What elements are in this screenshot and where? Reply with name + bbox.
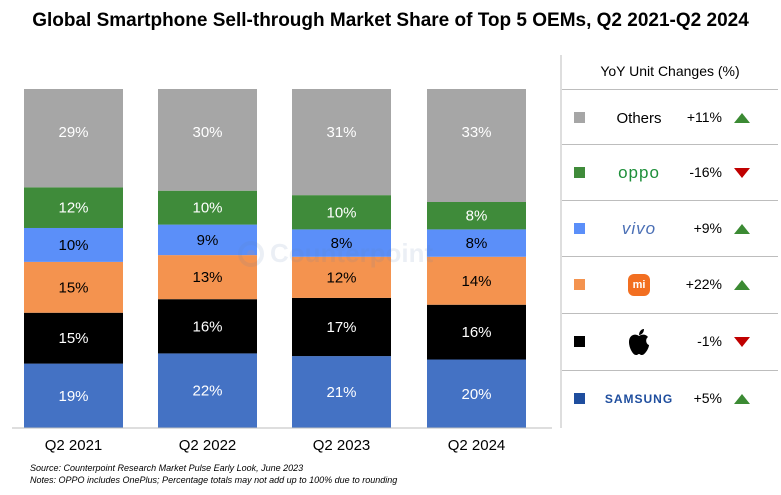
legend-swatch xyxy=(574,393,585,404)
legend-brand: SAMSUNG xyxy=(600,371,678,427)
legend-swatch xyxy=(574,223,585,234)
bar-segment-oppo-2 xyxy=(292,195,391,230)
legend-swatch xyxy=(574,167,585,178)
bar-segment-others-2 xyxy=(292,89,391,196)
data-label-vivo-3: 8% xyxy=(466,235,488,252)
legend-yoy-change: +22% xyxy=(685,276,722,292)
data-label-samsung-0: 19% xyxy=(58,388,88,405)
data-label-xiaomi-2: 12% xyxy=(326,269,356,286)
category-label-1: Q2 2022 xyxy=(179,437,237,454)
legend-yoy-change: -16% xyxy=(689,164,722,180)
data-label-apple-0: 15% xyxy=(58,330,88,347)
triangle-down-icon xyxy=(734,337,750,347)
legend-row-others: Others +11% xyxy=(562,89,778,145)
legend-yoy-change: +11% xyxy=(686,109,722,125)
triangle-up-icon xyxy=(734,394,750,404)
bar-segment-apple-1 xyxy=(158,299,257,354)
triangle-up-icon xyxy=(734,280,750,290)
watermark: Counterpoint xyxy=(238,238,433,269)
data-label-vivo-1: 9% xyxy=(197,232,219,249)
legend-swatch xyxy=(574,336,585,347)
bar-segment-others-0 xyxy=(24,89,123,188)
bar-segment-others-1 xyxy=(158,89,257,191)
bar-segment-others-3 xyxy=(427,89,526,202)
data-label-samsung-2: 21% xyxy=(326,384,356,401)
data-label-others-2: 31% xyxy=(326,124,356,141)
triangle-up-icon xyxy=(734,224,750,234)
legend-brand: vivo xyxy=(600,201,678,257)
data-label-samsung-1: 22% xyxy=(192,383,222,400)
legend-row-vivo: vivo +9% xyxy=(562,200,778,256)
data-label-samsung-3: 20% xyxy=(461,386,491,403)
legend-yoy-change: +9% xyxy=(693,220,722,236)
data-label-oppo-2: 10% xyxy=(326,204,356,221)
data-label-xiaomi-3: 14% xyxy=(461,273,491,290)
data-label-oppo-1: 10% xyxy=(192,200,222,217)
legend-row-samsung: SAMSUNG +5% xyxy=(562,370,778,426)
legend-panel: YoY Unit Changes (%) Others +11% oppo -16% v… xyxy=(562,55,778,427)
data-label-apple-1: 16% xyxy=(192,318,222,335)
others-label: Others xyxy=(616,109,662,127)
legend-title: YoY Unit Changes (%) xyxy=(600,63,740,79)
oppo-logo-icon: oppo xyxy=(618,163,660,182)
legend-row-apple: -1% xyxy=(562,313,778,369)
bar-segment-vivo-1 xyxy=(158,224,257,256)
bar-segment-xiaomi-2 xyxy=(292,256,391,298)
legend-swatch xyxy=(574,112,585,123)
legend-row-xiaomi: mi +22% xyxy=(562,256,778,312)
bar-segment-xiaomi-0 xyxy=(24,261,123,313)
triangle-up-icon xyxy=(734,113,750,123)
bar-segment-samsung-2 xyxy=(292,356,391,428)
data-label-xiaomi-1: 13% xyxy=(192,269,222,286)
bar-segment-oppo-3 xyxy=(427,202,526,230)
legend-yoy-change: -1% xyxy=(697,333,722,349)
legend-brand: Others xyxy=(600,90,678,146)
xiaomi-logo-icon: mi xyxy=(628,274,650,296)
bar-segment-vivo-2 xyxy=(292,229,391,257)
data-label-xiaomi-0: 15% xyxy=(58,279,88,296)
samsung-logo-icon: SAMSUNG xyxy=(604,392,674,406)
watermark-text: Counterpoint xyxy=(270,238,434,268)
data-label-others-3: 33% xyxy=(461,124,491,141)
triangle-down-icon xyxy=(734,168,750,178)
vivo-logo-icon: vivo xyxy=(621,219,657,238)
category-label-0: Q2 2021 xyxy=(45,437,103,454)
legend-brand: oppo xyxy=(600,145,678,201)
bar-segment-samsung-3 xyxy=(427,359,526,428)
data-label-others-1: 30% xyxy=(192,124,222,141)
category-label-2: Q2 2023 xyxy=(313,437,371,454)
data-label-vivo-2: 8% xyxy=(331,235,353,252)
category-label-3: Q2 2024 xyxy=(448,437,506,454)
bar-segment-samsung-0 xyxy=(24,363,123,428)
bar-segment-xiaomi-3 xyxy=(427,256,526,305)
legend-brand: mi xyxy=(600,257,678,313)
bar-segment-apple-3 xyxy=(427,304,526,360)
legend-row-oppo: oppo -16% xyxy=(562,144,778,200)
legend-brand xyxy=(600,314,678,370)
data-label-apple-3: 16% xyxy=(461,324,491,341)
bar-segment-vivo-0 xyxy=(24,227,123,262)
bar-segment-xiaomi-1 xyxy=(158,255,257,300)
bar-segment-samsung-1 xyxy=(158,353,257,428)
bars-group: 19% 15% 15% 10% 12% 29% Q2 2021 22% 16% 13% 9% 10% 3… xyxy=(24,89,526,454)
chart-title: Global Smartphone Sell-through Market Sh… xyxy=(32,10,749,31)
bar-segment-vivo-3 xyxy=(427,229,526,257)
data-label-vivo-0: 10% xyxy=(58,237,88,254)
footnote-source: Source: Counterpoint Research Market Pul… xyxy=(30,463,304,473)
data-label-oppo-3: 8% xyxy=(466,208,488,225)
bar-segment-apple-2 xyxy=(292,297,391,357)
counterpoint-logo-icon xyxy=(238,240,264,267)
data-label-others-0: 29% xyxy=(58,124,88,141)
data-label-apple-2: 17% xyxy=(326,319,356,336)
data-label-oppo-0: 12% xyxy=(58,200,88,217)
legend-swatch xyxy=(574,279,585,290)
legend-yoy-change: +5% xyxy=(693,390,722,406)
footnote-notes: Notes: OPPO includes OnePlus; Percentage… xyxy=(30,475,398,485)
bar-segment-oppo-0 xyxy=(24,187,123,228)
apple-logo-icon xyxy=(629,329,649,355)
bar-segment-apple-0 xyxy=(24,312,123,364)
bar-segment-oppo-1 xyxy=(158,190,257,225)
